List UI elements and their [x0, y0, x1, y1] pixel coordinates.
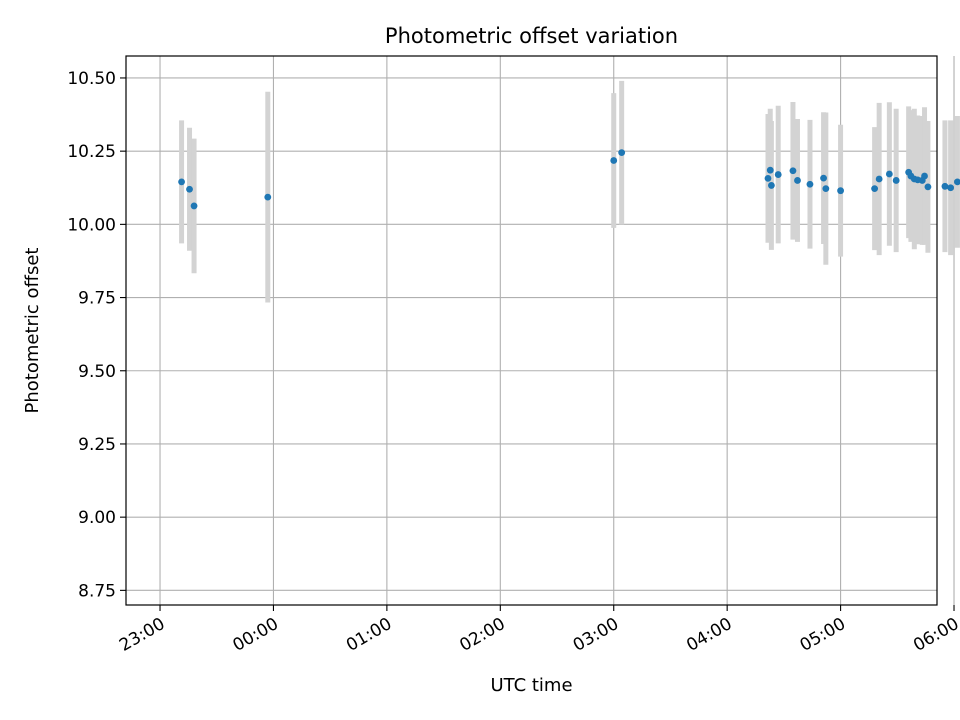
data-point: [924, 183, 932, 191]
data-point: [766, 166, 774, 174]
plot-area: [126, 56, 937, 605]
data-point: [875, 175, 883, 183]
data-point: [954, 178, 960, 186]
y-tick-label: 9.50: [78, 362, 116, 382]
data-point: [947, 184, 955, 192]
data-point: [190, 202, 198, 210]
data-point: [789, 167, 797, 175]
data-point: [806, 180, 814, 188]
data-point: [820, 174, 827, 182]
data-point: [186, 185, 193, 193]
data-point: [764, 174, 772, 182]
y-tick-label: 10.00: [67, 215, 116, 235]
data-point: [837, 187, 844, 195]
data-point: [767, 182, 775, 189]
y-axis: 8.75 9.00 9.25 9.50 9.75 10.00 10.25 10.50: [67, 69, 126, 601]
grid: [126, 56, 955, 605]
data-point: [941, 182, 949, 190]
data-point: [892, 177, 900, 184]
data-point: [885, 170, 893, 178]
data-point: [618, 149, 626, 157]
plot-frame: [125, 55, 938, 606]
data-point: [264, 193, 272, 201]
data-point: [774, 171, 782, 178]
y-tick-label: 9.75: [78, 289, 116, 309]
data-point: [610, 157, 618, 164]
data-points: [178, 149, 960, 210]
y-tick-label: 8.75: [78, 581, 116, 601]
x-axis-label: UTC time: [490, 675, 572, 696]
y-axis-label: Photometric offset: [22, 248, 43, 414]
y-tick-label: 10.50: [67, 69, 116, 89]
data-point: [178, 178, 185, 186]
chart-title: Photometric offset variation: [385, 24, 678, 48]
data-point: [794, 177, 801, 184]
y-tick-label: 10.25: [67, 142, 116, 162]
data-point: [871, 185, 879, 193]
y-tick-label: 9.25: [78, 435, 116, 455]
data-point: [921, 172, 928, 180]
data-point: [822, 185, 830, 193]
y-tick-label: 9.00: [78, 508, 116, 528]
